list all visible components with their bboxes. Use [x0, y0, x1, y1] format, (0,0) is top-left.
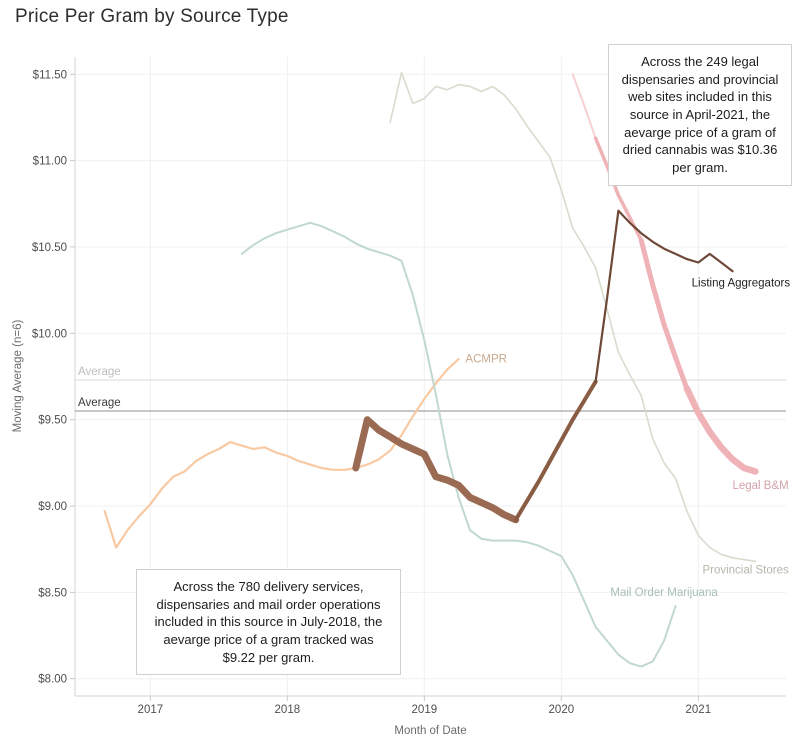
reference-line-label: Average — [78, 397, 121, 409]
series-label-listing-aggregators: Listing Aggregators — [692, 278, 791, 290]
x-tick-label: 2018 — [275, 704, 301, 716]
y-tick-label: $10.00 — [32, 328, 67, 340]
series-line-legal-bm[interactable] — [683, 385, 759, 475]
series-line-listing-aggregators[interactable] — [513, 379, 598, 522]
series-label-provincial-stores: Provincial Stores — [702, 564, 789, 576]
series-line-acmpr[interactable] — [103, 358, 460, 549]
x-tick-label: 2017 — [138, 704, 164, 716]
series-label-acmpr: ACMPR — [465, 354, 507, 366]
series-line-mail-order-marijuana[interactable] — [240, 221, 677, 668]
x-axis-title: Month of Date — [394, 725, 467, 737]
y-tick-label: $11.50 — [33, 69, 67, 81]
y-tick-label: $8.50 — [38, 587, 67, 599]
series-label-legal-bm: Legal B&M — [732, 480, 788, 492]
series-line-legal-bm[interactable] — [638, 237, 690, 392]
series-label-mail-order-marijuana: Mail Order Marijuana — [610, 587, 718, 599]
page-title: Price Per Gram by Source Type — [15, 6, 289, 27]
x-tick-label: 2021 — [686, 704, 712, 716]
y-tick-label: $10.50 — [32, 242, 67, 254]
series-line-listing-aggregators[interactable] — [352, 416, 520, 524]
reference-line-label: Average — [78, 366, 121, 378]
y-axis-title: Moving Average (n=6) — [12, 319, 24, 433]
y-tick-label: $9.50 — [38, 415, 67, 427]
annotation-april-2021: Across the 249 legal dispensaries and pr… — [608, 44, 792, 186]
x-tick-label: 2019 — [412, 704, 438, 716]
annotation-july-2018: Across the 780 delivery services, dispen… — [136, 569, 401, 676]
series-line-provincial-stores[interactable] — [389, 71, 757, 563]
y-tick-label: $8.00 — [38, 674, 67, 686]
x-tick-label: 2020 — [549, 704, 575, 716]
series-line-listing-aggregators[interactable] — [594, 209, 734, 383]
y-tick-label: $9.00 — [38, 501, 67, 513]
y-tick-label: $11.00 — [33, 156, 67, 168]
series-line-legal-bm[interactable] — [571, 73, 597, 140]
